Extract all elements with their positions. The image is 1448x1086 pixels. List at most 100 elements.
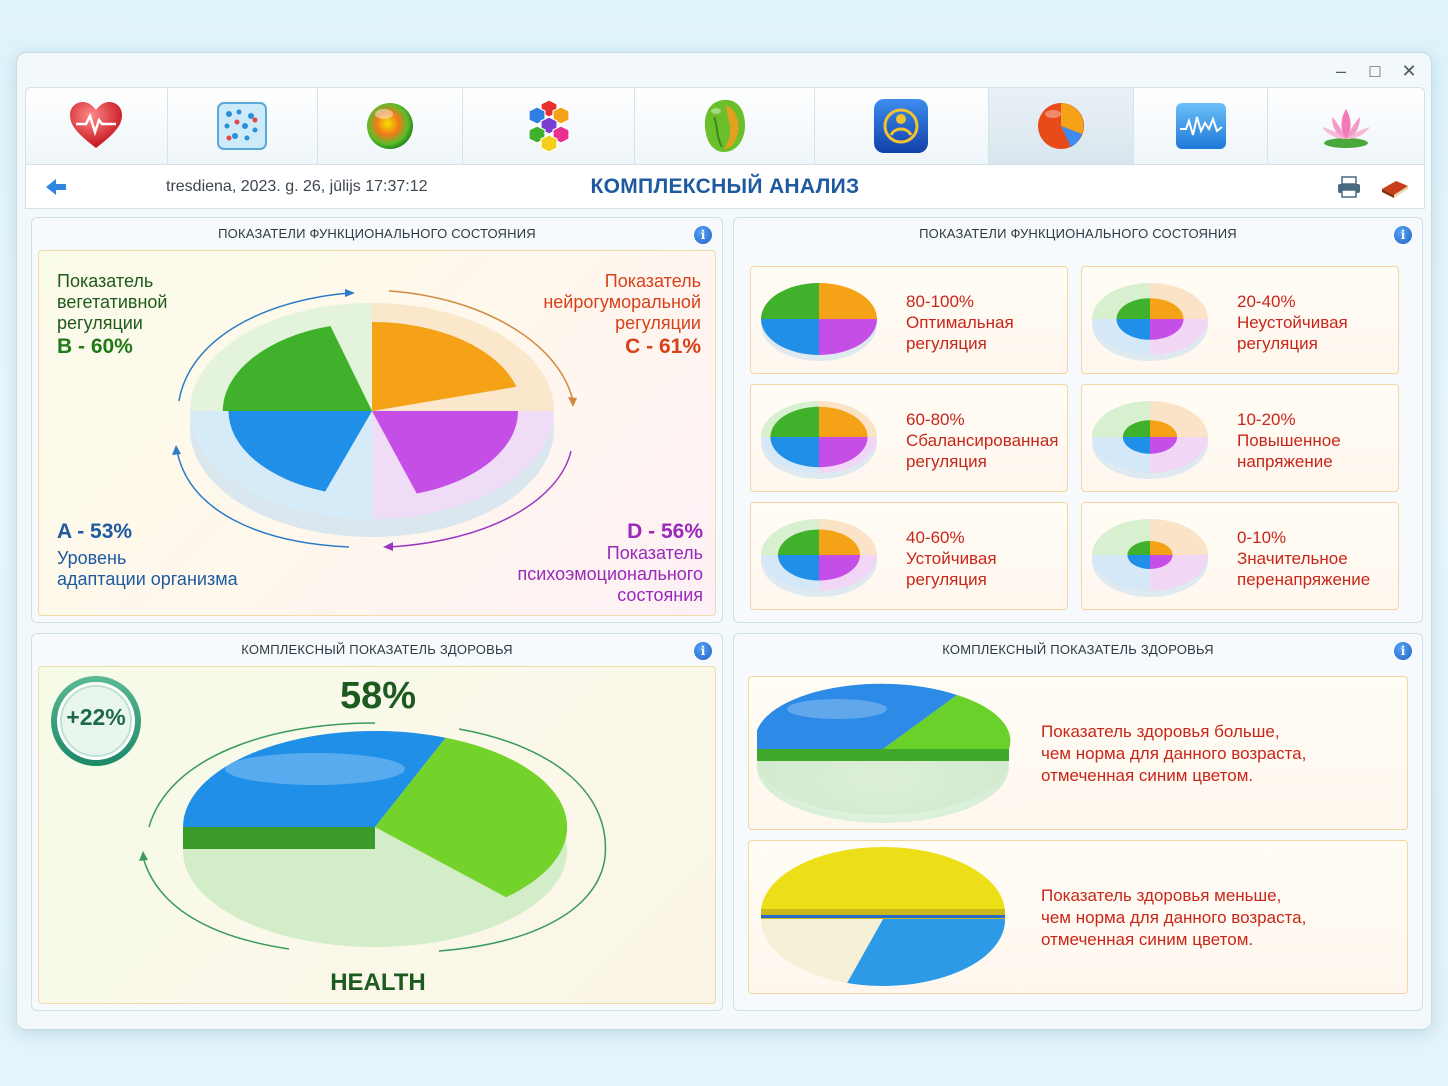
range-slice bbox=[1127, 555, 1150, 569]
toolbar-button-organ[interactable] bbox=[635, 88, 815, 164]
range-card-text: 80-100% Оптимальная регуляция bbox=[906, 292, 1014, 353]
range-slice bbox=[1150, 555, 1173, 569]
range-slice bbox=[1150, 298, 1184, 319]
organ-icon bbox=[704, 99, 745, 152]
health-pie-chart bbox=[51, 676, 607, 952]
sphere-icon bbox=[366, 103, 413, 149]
label-b-title: Показатель вегетативной регуляции bbox=[57, 271, 168, 333]
label-d-value: D - 56% bbox=[627, 520, 703, 543]
app-window: – □ ✕ bbox=[16, 52, 1432, 1030]
health-legend-panel: КОМПЛЕКСНЫЙ ПОКАЗАТЕЛЬ ЗДОРОВЬЯ i Показа… bbox=[733, 633, 1423, 1011]
functional-state-panel: ПОКАЗАТЕЛИ ФУНКЦИОНАЛЬНОГО СОСТОЯНИЯ i П… bbox=[31, 217, 723, 623]
toolbar-button-hexagons[interactable] bbox=[463, 88, 636, 164]
orbit-arrow-c bbox=[388, 290, 574, 402]
toolbar-button-sphere[interactable] bbox=[318, 88, 464, 164]
range-slice bbox=[770, 437, 819, 468]
range-card-text: 60-80% Сбалансированная регуляция bbox=[906, 410, 1059, 471]
info-icon[interactable]: i bbox=[694, 226, 712, 244]
functional-chart-area: Показатель вегетативной регуляции B - 60… bbox=[38, 250, 716, 616]
window-controls: – □ ✕ bbox=[1331, 61, 1419, 81]
range-card: 60-80% Сбалансированная регуляция bbox=[750, 384, 1068, 492]
orbit-arrow-b bbox=[178, 292, 350, 402]
range-slice bbox=[1122, 437, 1150, 454]
range-slice bbox=[1122, 420, 1150, 437]
range-card-text: 20-40% Неустойчивая регуляция bbox=[1237, 292, 1348, 353]
toolbar-button-waveform[interactable] bbox=[1134, 88, 1269, 164]
health-label: HEALTH bbox=[330, 969, 426, 996]
book-icon[interactable] bbox=[1380, 177, 1410, 199]
waveform-icon bbox=[1175, 103, 1226, 149]
toolbar-button-lotus[interactable] bbox=[1268, 88, 1424, 164]
range-mini-pie bbox=[761, 401, 877, 479]
pie-slice-a bbox=[228, 411, 372, 492]
print-icon[interactable] bbox=[1336, 176, 1362, 198]
range-card-text: 0-10% Значительное перенапряжение bbox=[1237, 528, 1371, 589]
range-slice bbox=[819, 319, 877, 355]
back-arrow-icon[interactable] bbox=[44, 177, 68, 197]
pie-slice-health bbox=[375, 737, 568, 898]
range-slice bbox=[819, 283, 877, 319]
label-a-value: A - 53% bbox=[57, 520, 133, 543]
shield-icon bbox=[874, 99, 929, 153]
range-mini-pie bbox=[1092, 283, 1208, 361]
label-c-title: Показатель нейрогуморальной регуляции bbox=[543, 271, 701, 333]
range-slice bbox=[819, 529, 860, 555]
datetime-label: tresdiena, 2023. g. 26, jūlijs 17:37:12 bbox=[166, 178, 428, 195]
health-more-text: Показатель здоровья больше, чем норма дл… bbox=[1041, 722, 1307, 785]
label-a-title: Уровень адаптации организма bbox=[57, 548, 238, 589]
range-slice bbox=[778, 555, 819, 581]
info-icon[interactable]: i bbox=[1394, 642, 1412, 660]
health-less-pie bbox=[760, 847, 1006, 986]
range-slice bbox=[819, 555, 860, 581]
range-slice bbox=[1150, 541, 1173, 555]
hexagon-icon bbox=[528, 99, 570, 153]
panel-title: КОМПЛЕКСНЫЙ ПОКАЗАТЕЛЬ ЗДОРОВЬЯ bbox=[241, 642, 513, 657]
health-more-card: Показатель здоровья больше, чем норма дл… bbox=[748, 676, 1408, 830]
range-slice bbox=[1127, 541, 1150, 555]
health-less-text: Показатель здоровья меньше, чем норма дл… bbox=[1041, 886, 1307, 949]
orbit-arrow-a bbox=[176, 450, 350, 548]
range-slice bbox=[1150, 319, 1184, 340]
info-icon[interactable]: i bbox=[1394, 226, 1412, 244]
range-card: 20-40% Неустойчивая регуляция bbox=[1081, 266, 1399, 374]
info-icon[interactable]: i bbox=[694, 642, 712, 660]
orbit-arrow-d bbox=[388, 450, 572, 548]
toolbar-button-shield[interactable] bbox=[815, 88, 989, 164]
toolbar-button-matrix[interactable] bbox=[168, 88, 318, 164]
range-slice bbox=[778, 529, 819, 555]
pie-slice-b bbox=[222, 326, 372, 411]
range-slice bbox=[819, 406, 868, 437]
range-card-text: 10-20% Повышенное напряжение bbox=[1237, 410, 1341, 471]
toolbar-button-pie[interactable] bbox=[988, 88, 1135, 164]
range-mini-pie bbox=[1092, 401, 1208, 479]
functional-pie-chart bbox=[172, 289, 577, 551]
toolbar bbox=[25, 87, 1425, 165]
range-card: 40-60% Устойчивая регуляция bbox=[750, 502, 1068, 610]
range-legend-panel: ПОКАЗАТЕЛИ ФУНКЦИОНАЛЬНОГО СОСТОЯНИЯ i 8… bbox=[733, 217, 1423, 623]
range-card-text: 40-60% Устойчивая регуляция bbox=[906, 528, 997, 589]
header-bar: tresdiena, 2023. g. 26, jūlijs 17:37:12 … bbox=[25, 165, 1425, 209]
health-value: 58% bbox=[339, 675, 417, 717]
lotus-icon bbox=[1322, 109, 1371, 148]
range-slice bbox=[1150, 420, 1178, 437]
range-slice bbox=[770, 406, 819, 437]
range-mini-pie bbox=[761, 283, 877, 361]
label-b-value: B - 60% bbox=[57, 335, 133, 358]
health-chart-area: +22% 58% HEALTH bbox=[38, 666, 716, 1004]
label-c-value: C - 61% bbox=[625, 335, 701, 358]
panel-title: КОМПЛЕКСНЫЙ ПОКАЗАТЕЛЬ ЗДОРОВЬЯ bbox=[942, 642, 1214, 657]
range-card: 10-20% Повышенное напряжение bbox=[1081, 384, 1399, 492]
label-d-title: Показатель психоэмоционального состояния bbox=[517, 543, 703, 605]
maximize-icon[interactable]: □ bbox=[1369, 60, 1381, 81]
range-mini-pie bbox=[761, 519, 877, 597]
close-icon[interactable]: ✕ bbox=[1401, 60, 1417, 81]
matrix-icon bbox=[217, 102, 268, 150]
page-title: КОМПЛЕКСНЫЙ АНАЛИЗ bbox=[590, 175, 860, 198]
delta-value: +22% bbox=[66, 704, 126, 730]
range-card: 0-10% Значительное перенапряжение bbox=[1081, 502, 1399, 610]
health-more-pie bbox=[757, 683, 1011, 823]
minimize-icon[interactable]: – bbox=[1335, 60, 1346, 81]
range-slice bbox=[819, 437, 868, 468]
toolbar-button-heart[interactable] bbox=[26, 88, 168, 164]
pie-slice-c bbox=[372, 322, 517, 411]
